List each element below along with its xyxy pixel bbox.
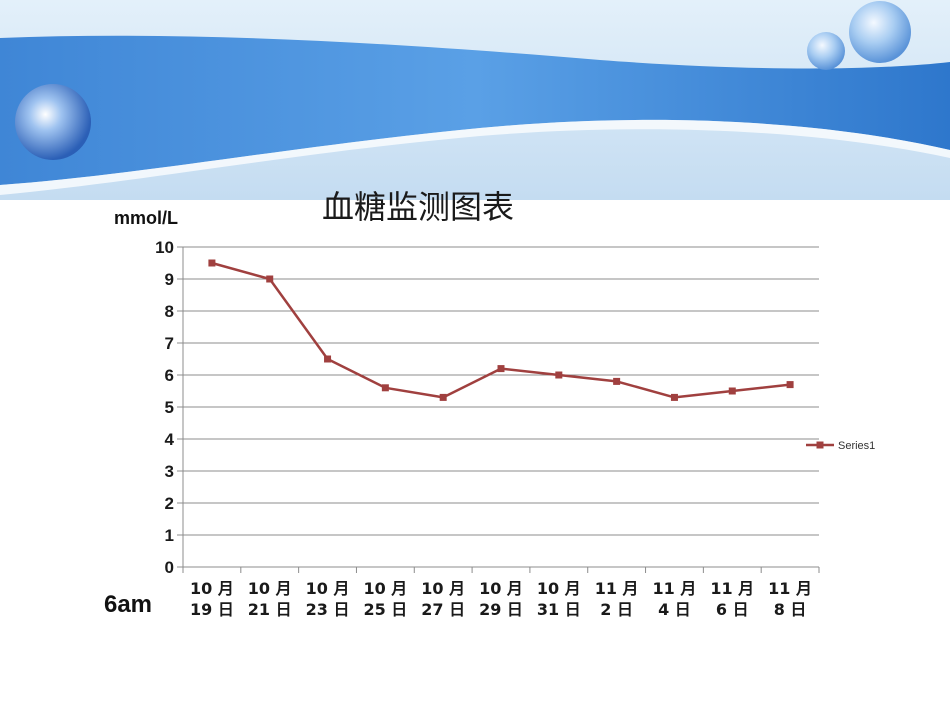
y-tick-label-7: 7	[165, 334, 174, 353]
data-point-0-0	[208, 259, 216, 267]
x-tick-label-1: 10 月 21 日	[248, 579, 292, 619]
decor-orb-right-small	[807, 32, 845, 70]
decor-orb-right-large	[849, 1, 911, 63]
x-tick-label-4: 10 月 27 日	[421, 579, 465, 619]
x-tick-labels: 10 月 19 日 10 月 21 日 10 月 23 日 10 月 25 日 10 月 27 日…	[190, 579, 812, 619]
series-layer	[208, 259, 794, 401]
y-tick-label-8: 8	[165, 302, 174, 321]
data-point-0-8	[670, 393, 678, 401]
time-label: 6am	[104, 591, 152, 618]
data-point-0-3	[381, 384, 389, 392]
data-point-0-7	[613, 377, 621, 385]
decor-orb-left	[15, 84, 91, 160]
y-tick-label-2: 2	[165, 494, 174, 513]
data-point-0-10	[786, 381, 794, 389]
y-tick-label-4: 4	[165, 430, 175, 449]
y-tick-label-3: 3	[165, 462, 174, 481]
gridlines	[177, 246, 819, 568]
y-tick-label-1: 1	[165, 526, 174, 545]
data-point-0-1	[266, 275, 274, 283]
y-axis-unit-label: mmol/L	[114, 208, 178, 228]
y-tick-label-6: 6	[165, 366, 174, 385]
x-tick-label-2: 10 月 23 日	[306, 579, 350, 619]
x-tick-label-0: 10 月 19 日	[190, 579, 234, 619]
series-line-0	[211, 261, 791, 399]
y-tick-label-9: 9	[165, 270, 174, 289]
y-tick-label-0: 0	[165, 558, 174, 577]
data-point-0-2	[324, 355, 332, 363]
x-tick-label-6: 10 月 31 日	[537, 579, 581, 619]
y-tick-labels: 0 1 2 3 4 5 6 7 8 9 10	[155, 238, 174, 577]
legend-label-0: Series1	[838, 440, 875, 452]
y-tick-label-5: 5	[165, 398, 174, 417]
data-point-0-6	[555, 371, 563, 379]
axes	[182, 247, 820, 573]
chart-title: 血糖监测图表	[322, 188, 514, 226]
y-tick-label-10: 10	[155, 238, 174, 257]
data-point-0-4	[439, 393, 447, 401]
data-point-0-9	[728, 387, 736, 395]
legend: Series1	[806, 440, 875, 452]
x-tick-label-3: 10 月 25 日	[363, 579, 407, 619]
header-banner	[0, 0, 950, 200]
data-point-0-5	[497, 365, 505, 373]
x-tick-label-5: 10 月 29 日	[479, 579, 523, 619]
legend-swatch-marker-0	[816, 441, 824, 449]
